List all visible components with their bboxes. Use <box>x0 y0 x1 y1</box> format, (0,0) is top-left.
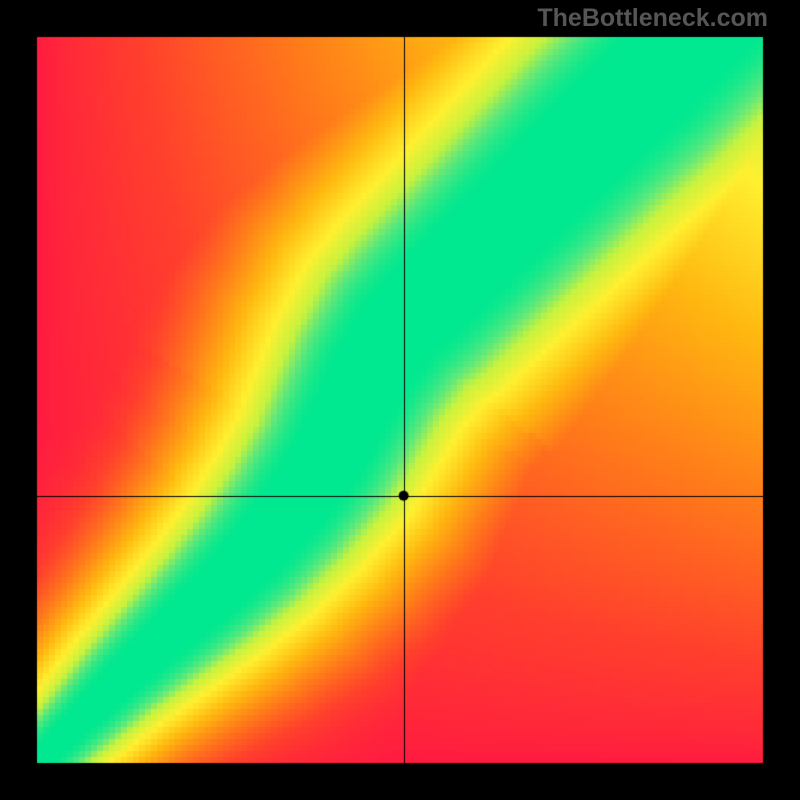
watermark-text: TheBottleneck.com <box>537 4 768 33</box>
heatmap-canvas <box>0 0 800 800</box>
chart-container: TheBottleneck.com <box>0 0 800 800</box>
